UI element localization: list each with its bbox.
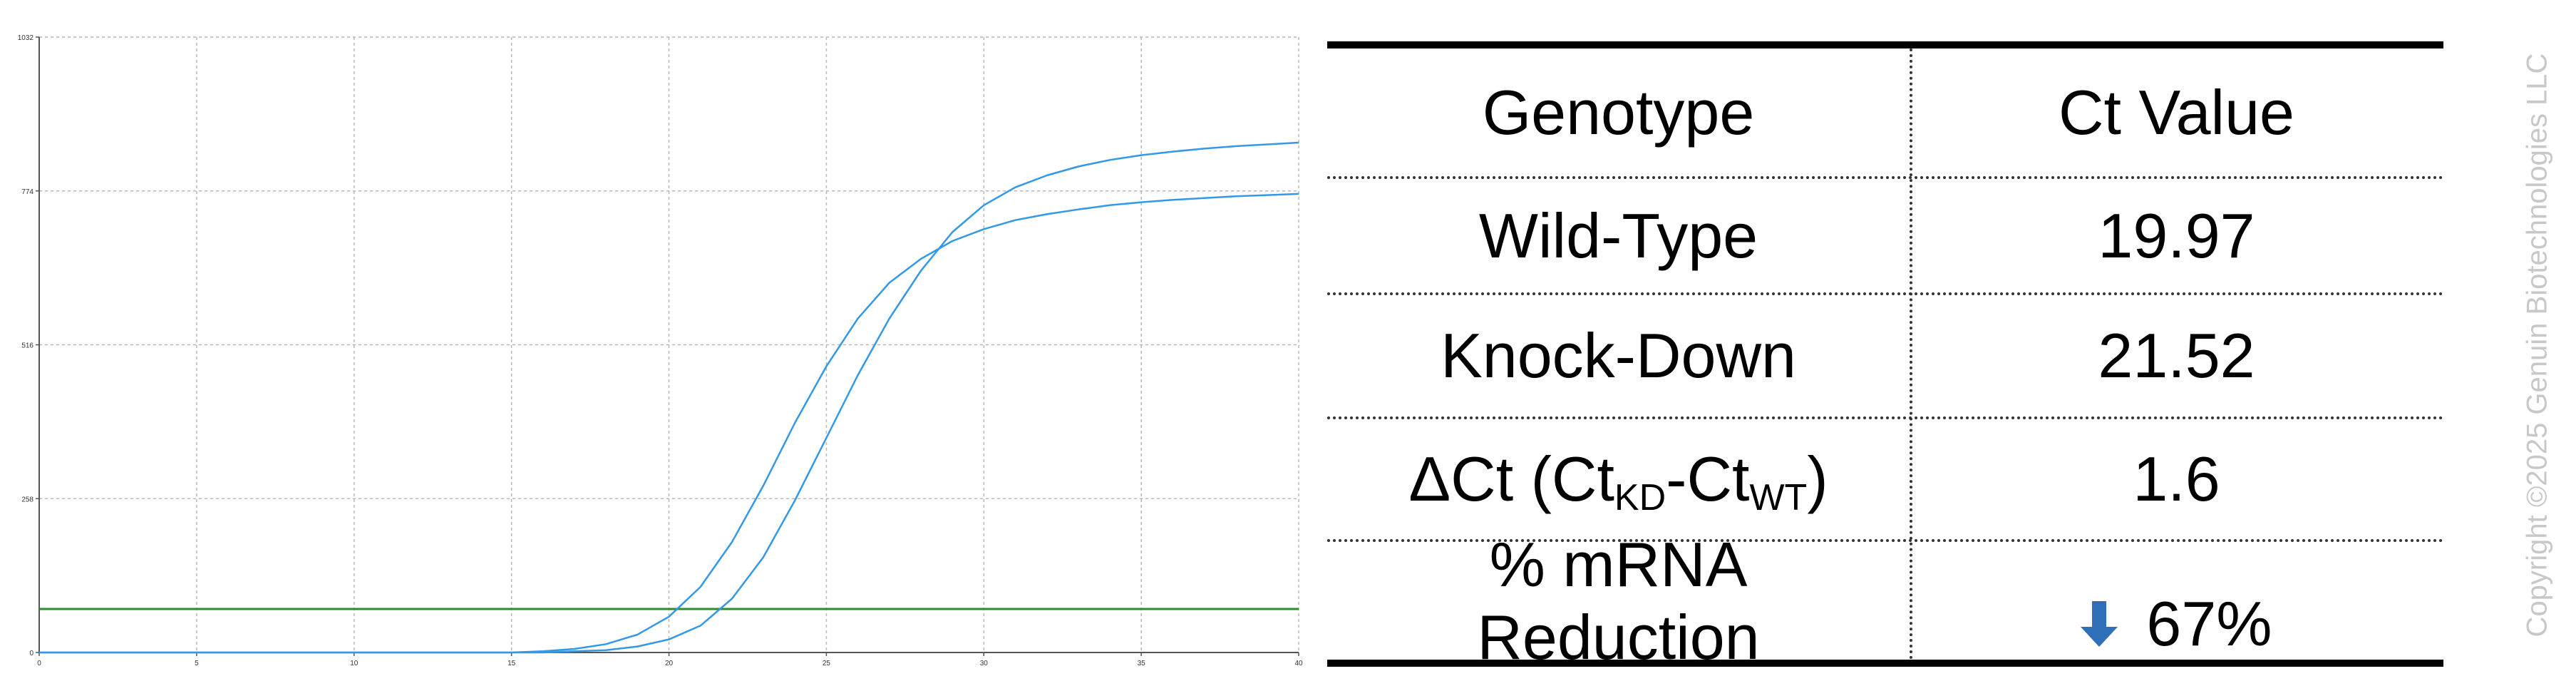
- x-tick-label: 10: [350, 660, 359, 667]
- header-row: Genotype Ct Value: [1327, 48, 2443, 179]
- delta-ct-mid: -Ct: [1666, 444, 1750, 514]
- wild-type-ct: 19.97: [2098, 200, 2255, 271]
- x-tick-label: 0: [37, 660, 41, 667]
- delta-ct-text: ΔCt (Ct: [1408, 444, 1614, 514]
- results-table: Genotype Ct Value Wild-Type 19.97 Knock-…: [1327, 41, 2443, 672]
- knock-down-label: Knock-Down: [1441, 320, 1796, 391]
- wild-type-label: Wild-Type: [1478, 200, 1758, 271]
- plot-grid: [38, 36, 1299, 653]
- y-tick-label: 258: [21, 496, 34, 503]
- table-row: ΔCt (CtKD-CtWT) 1.6: [1327, 419, 2443, 542]
- genotype-header: Genotype: [1482, 76, 1755, 148]
- kd-subscript: KD: [1614, 477, 1666, 518]
- mrna-reduction-line1: % mRNA: [1489, 529, 1748, 600]
- amplification-plot: 0 5 10 15 20 25 30 35 40 0 258 516 774 1032: [18, 34, 1303, 667]
- copyright-watermark: Copyright ©2025 Genuin Biotechnologies L…: [2521, 53, 2553, 638]
- mrna-reduction-label: % mRNA Reduction: [1327, 529, 1910, 672]
- delta-ct-label: ΔCt (CtKD-CtWT): [1327, 419, 1910, 539]
- knock-down-ct: 21.52: [2098, 320, 2255, 391]
- x-tick-label: 15: [508, 660, 516, 667]
- x-tick-label: 20: [665, 660, 674, 667]
- y-tick-label: 516: [21, 342, 34, 350]
- x-tick-label: 35: [1138, 660, 1146, 667]
- table-row: Knock-Down 21.52: [1327, 295, 2443, 419]
- wt-subscript: WT: [1749, 477, 1808, 518]
- mrna-reduction-value-cell: 67%: [1910, 542, 2443, 660]
- column-divider: [1910, 48, 1912, 660]
- x-tick-label: 25: [823, 660, 831, 667]
- delta-ct-value: 1.6: [2133, 444, 2220, 514]
- x-tick-label: 40: [1294, 660, 1303, 667]
- y-tick-label: 1032: [18, 34, 34, 42]
- amplification-curves: [39, 141, 1299, 654]
- down-arrow-icon: [2081, 601, 2118, 647]
- table-row: % mRNA Reduction 67%: [1327, 529, 2443, 672]
- amplification-curve-2: [39, 141, 1299, 654]
- mrna-reduction-value: 67%: [2146, 588, 2272, 659]
- ct-value-header: Ct Value: [2059, 76, 2294, 148]
- table-row: Wild-Type 19.97: [1327, 179, 2443, 295]
- delta-ct-end: ): [1807, 444, 1828, 514]
- mrna-reduction-line2: Reduction: [1477, 601, 1760, 672]
- y-tick-label: 774: [21, 188, 34, 196]
- y-tick-label: 0: [29, 650, 34, 657]
- tick-labels: 0 5 10 15 20 25 30 35 40 0 258 516 774 1032: [18, 34, 1303, 667]
- x-tick-label: 5: [195, 660, 199, 667]
- plot-axes: [36, 36, 1299, 656]
- amplification-curve-1: [39, 193, 1299, 654]
- x-tick-label: 30: [980, 660, 989, 667]
